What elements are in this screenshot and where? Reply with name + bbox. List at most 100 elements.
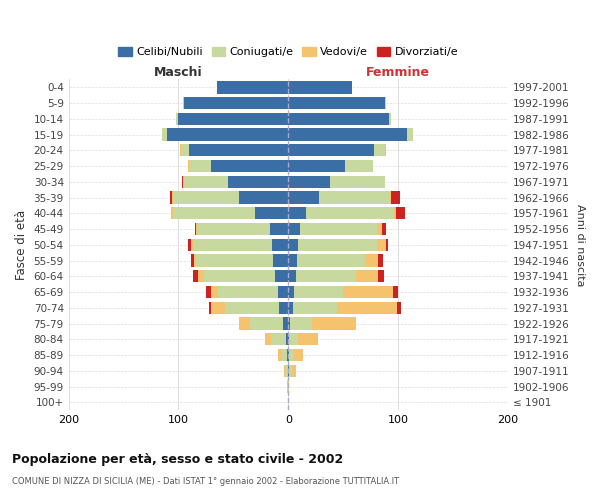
Bar xyxy=(294,286,343,298)
Bar xyxy=(378,254,383,266)
Bar xyxy=(306,207,394,220)
Bar xyxy=(170,192,172,203)
Bar xyxy=(337,302,397,314)
Bar xyxy=(194,254,196,266)
Bar xyxy=(171,207,173,220)
Bar xyxy=(288,144,374,156)
Bar xyxy=(285,364,288,377)
Bar xyxy=(250,318,283,330)
Bar xyxy=(178,112,288,125)
Bar xyxy=(211,160,288,172)
Bar xyxy=(288,318,290,330)
Bar xyxy=(206,286,211,298)
Bar xyxy=(193,238,272,251)
Bar xyxy=(407,128,413,140)
Text: Popolazione per età, sesso e stato civile - 2002: Popolazione per età, sesso e stato civil… xyxy=(12,452,343,466)
Bar xyxy=(211,302,224,314)
Bar xyxy=(286,333,288,345)
Bar xyxy=(191,254,194,266)
Bar xyxy=(183,97,184,110)
Bar xyxy=(167,128,288,140)
Bar xyxy=(343,286,392,298)
Bar xyxy=(385,97,386,110)
Bar xyxy=(190,160,211,172)
Bar xyxy=(394,207,396,220)
Bar xyxy=(211,286,218,298)
Bar xyxy=(389,112,391,125)
Bar xyxy=(228,176,288,188)
Bar xyxy=(193,270,198,282)
Bar xyxy=(377,238,386,251)
Text: Maschi: Maschi xyxy=(154,66,203,80)
Bar xyxy=(281,349,287,361)
Bar xyxy=(278,286,288,298)
Bar xyxy=(288,112,389,125)
Bar xyxy=(290,318,313,330)
Bar xyxy=(313,318,356,330)
Bar xyxy=(184,176,228,188)
Bar xyxy=(289,349,294,361)
Bar xyxy=(218,286,278,298)
Bar xyxy=(289,333,298,345)
Bar xyxy=(385,144,386,156)
Bar xyxy=(296,270,356,282)
Bar xyxy=(377,223,382,235)
Y-axis label: Fasce di età: Fasce di età xyxy=(15,210,28,280)
Bar xyxy=(184,97,288,110)
Bar xyxy=(294,349,302,361)
Bar xyxy=(382,223,386,235)
Bar xyxy=(288,364,289,377)
Bar xyxy=(288,97,385,110)
Bar xyxy=(196,223,198,235)
Bar xyxy=(288,380,289,392)
Bar xyxy=(301,223,377,235)
Bar xyxy=(287,380,288,392)
Bar xyxy=(288,207,306,220)
Bar xyxy=(346,160,373,172)
Bar xyxy=(188,160,190,172)
Bar xyxy=(298,333,318,345)
Bar xyxy=(397,302,401,314)
Bar xyxy=(269,223,288,235)
Bar xyxy=(356,270,378,282)
Bar xyxy=(162,128,167,140)
Bar xyxy=(378,270,384,282)
Bar xyxy=(196,254,273,266)
Bar xyxy=(288,81,352,94)
Bar xyxy=(256,207,288,220)
Bar xyxy=(288,302,293,314)
Bar xyxy=(173,207,256,220)
Bar xyxy=(288,176,330,188)
Bar xyxy=(179,144,181,156)
Bar xyxy=(293,302,337,314)
Bar xyxy=(278,349,281,361)
Bar xyxy=(182,176,183,188)
Bar xyxy=(172,192,173,203)
Y-axis label: Anni di nascita: Anni di nascita xyxy=(575,204,585,286)
Bar xyxy=(288,333,289,345)
Bar xyxy=(386,238,388,251)
Bar xyxy=(392,286,398,298)
Bar xyxy=(183,176,184,188)
Bar xyxy=(288,254,297,266)
Bar xyxy=(198,270,204,282)
Bar xyxy=(288,286,294,298)
Bar xyxy=(287,349,288,361)
Bar xyxy=(224,302,280,314)
Bar xyxy=(288,223,301,235)
Bar xyxy=(195,223,196,235)
Bar xyxy=(188,238,191,251)
Legend: Celibi/Nubili, Coniugati/e, Vedovi/e, Divorziati/e: Celibi/Nubili, Coniugati/e, Vedovi/e, Di… xyxy=(114,42,463,62)
Bar xyxy=(288,160,346,172)
Bar xyxy=(365,254,378,266)
Bar xyxy=(284,364,285,377)
Bar xyxy=(271,333,286,345)
Bar xyxy=(209,302,211,314)
Bar xyxy=(198,223,269,235)
Bar xyxy=(288,270,296,282)
Bar xyxy=(176,112,178,125)
Bar xyxy=(288,128,407,140)
Bar xyxy=(181,144,190,156)
Bar xyxy=(273,254,288,266)
Bar xyxy=(297,254,365,266)
